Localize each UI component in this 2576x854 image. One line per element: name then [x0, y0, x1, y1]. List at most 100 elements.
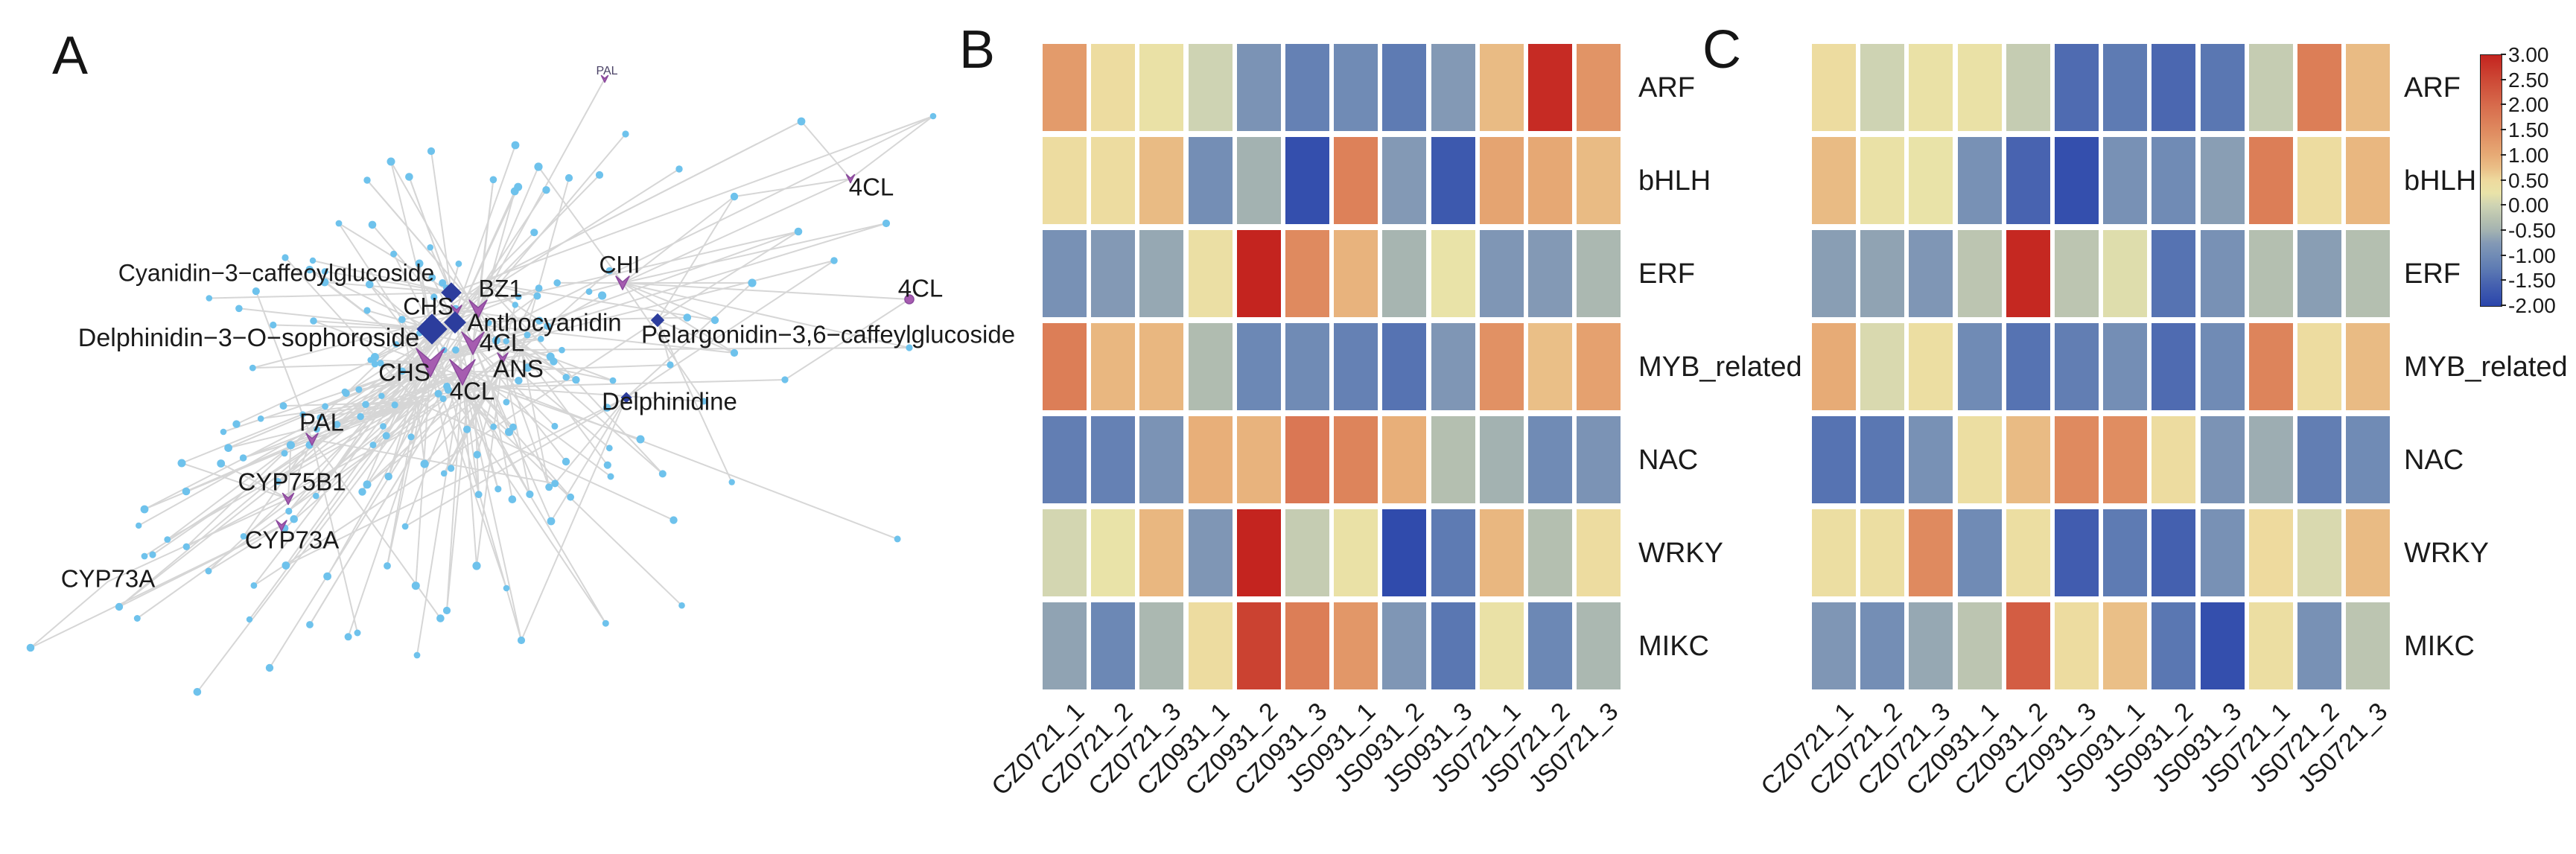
heatmap-cell — [2249, 323, 2293, 410]
heatmap-cell — [1285, 230, 1329, 317]
heatmap-cell — [1528, 44, 1572, 131]
heatmap-cell — [1958, 137, 2002, 224]
heatmap-cell — [1431, 44, 1475, 131]
heatmap-cell — [1431, 137, 1475, 224]
colorbar-tick — [2501, 229, 2506, 231]
heatmap-row-label: WRKY — [1638, 539, 1723, 567]
heatmap-cell — [1285, 416, 1329, 503]
colorbar-gradient — [2480, 54, 2502, 307]
heatmap-cell — [2055, 323, 2099, 410]
heatmap-cell — [2201, 602, 2245, 689]
heatmap-cell — [2297, 137, 2341, 224]
colorbar-tick-label: -1.00 — [2508, 246, 2556, 267]
colorbar-tick-label: 3.00 — [2508, 45, 2549, 66]
heatmap-cell — [1285, 509, 1329, 596]
heatmap-cell — [1577, 416, 1621, 503]
network-label: CYP73A — [61, 565, 156, 593]
heatmap-cell — [1480, 602, 1524, 689]
heatmap-cell — [2055, 416, 2099, 503]
heatmap-cell — [2152, 602, 2195, 689]
colorbar-tick — [2501, 204, 2506, 205]
heatmap-cell — [2346, 509, 2390, 596]
heatmap-cell — [1860, 44, 1904, 131]
heatmap-cell — [1909, 509, 1953, 596]
heatmap-cell — [1043, 602, 1087, 689]
colorbar-tick-label: 1.50 — [2508, 120, 2549, 141]
network-label: CHS — [403, 293, 454, 319]
heatmap-cell — [2297, 602, 2341, 689]
heatmap-cell — [1189, 323, 1233, 410]
heatmap-cell — [2006, 602, 2050, 689]
network-label: CHI — [599, 251, 640, 278]
heatmap-cell — [2201, 509, 2245, 596]
heatmap-cell — [1285, 323, 1329, 410]
heatmap-cell — [1860, 323, 1904, 410]
heatmap-cell — [1860, 416, 1904, 503]
heatmap-cell — [2006, 416, 2050, 503]
heatmap-cell — [1812, 137, 1856, 224]
heatmap-cell — [1237, 230, 1281, 317]
heatmap-cell — [1577, 509, 1621, 596]
heatmap-cell — [1139, 602, 1183, 689]
heatmap-cell — [1812, 323, 1856, 410]
heatmap-row-label: ERF — [2404, 260, 2461, 288]
heatmap-cell — [1431, 602, 1475, 689]
heatmap-cell — [1237, 44, 1281, 131]
heatmap-cell — [1189, 602, 1233, 689]
heatmap-cell — [1528, 416, 1572, 503]
heatmap-cell — [2346, 416, 2390, 503]
figure-root: { "panels": { "a": "A", "b": "B", "c": "… — [0, 0, 2576, 807]
heatmap-cell — [1043, 137, 1087, 224]
network-label: PAL — [596, 65, 617, 77]
colorbar-tick-label: -1.50 — [2508, 270, 2556, 291]
heatmap-cell — [1237, 602, 1281, 689]
heatmap-cell — [1382, 44, 1426, 131]
colorbar-tick-label: 0.50 — [2508, 171, 2549, 191]
heatmap-cell — [1909, 230, 1953, 317]
heatmap-cell — [2249, 602, 2293, 689]
heatmap-row-label: ARF — [2404, 74, 2461, 102]
heatmap-cell — [1958, 323, 2002, 410]
colorbar-tick — [2501, 54, 2506, 55]
heatmap-cell — [1334, 137, 1378, 224]
network-label: Delphinidine — [602, 388, 737, 415]
heatmap-row-label: MIKC — [2404, 632, 2475, 660]
heatmap-cell — [1577, 230, 1621, 317]
colorbar-tick-label: 0.00 — [2508, 195, 2549, 216]
heatmap-cell — [1139, 230, 1183, 317]
heatmap-cell — [1860, 509, 1904, 596]
heatmap-cell — [1480, 230, 1524, 317]
heatmap-cell — [2201, 44, 2245, 131]
heatmap-cell — [2103, 137, 2147, 224]
heatmap-cell — [1043, 44, 1087, 131]
heatmap-cell — [2055, 44, 2099, 131]
heatmap-cell — [2297, 44, 2341, 131]
colorbar-tick — [2501, 279, 2506, 281]
heatmap-cell — [1285, 44, 1329, 131]
heatmap-cell — [1091, 137, 1135, 224]
heatmap-cell — [1528, 230, 1572, 317]
heatmap-cell — [2103, 509, 2147, 596]
heatmap-cell — [1237, 323, 1281, 410]
network-label: CHS — [378, 359, 430, 386]
heatmap-cell — [1958, 416, 2002, 503]
heatmap-row-label: NAC — [2404, 446, 2464, 474]
heatmap-cell — [2152, 509, 2195, 596]
heatmap-cell — [2152, 323, 2195, 410]
heatmap-cell — [2152, 44, 2195, 131]
heatmap-cell — [1043, 509, 1087, 596]
heatmap-cell — [1139, 509, 1183, 596]
heatmap-cell — [1334, 230, 1378, 317]
heatmap-cell — [1480, 44, 1524, 131]
heatmap-cell — [1958, 602, 2002, 689]
colorbar-tick-label: 2.50 — [2508, 70, 2549, 91]
network-label: ANS — [493, 355, 544, 383]
heatmap-cell — [2103, 602, 2147, 689]
heatmap-cell — [1334, 44, 1378, 131]
heatmap-cell — [1812, 602, 1856, 689]
network-label: CYP73A — [245, 526, 340, 554]
heatmap-cell — [1237, 137, 1281, 224]
heatmap-cell — [1189, 137, 1233, 224]
heatmap-row-label: MYB_related — [2404, 353, 2568, 381]
